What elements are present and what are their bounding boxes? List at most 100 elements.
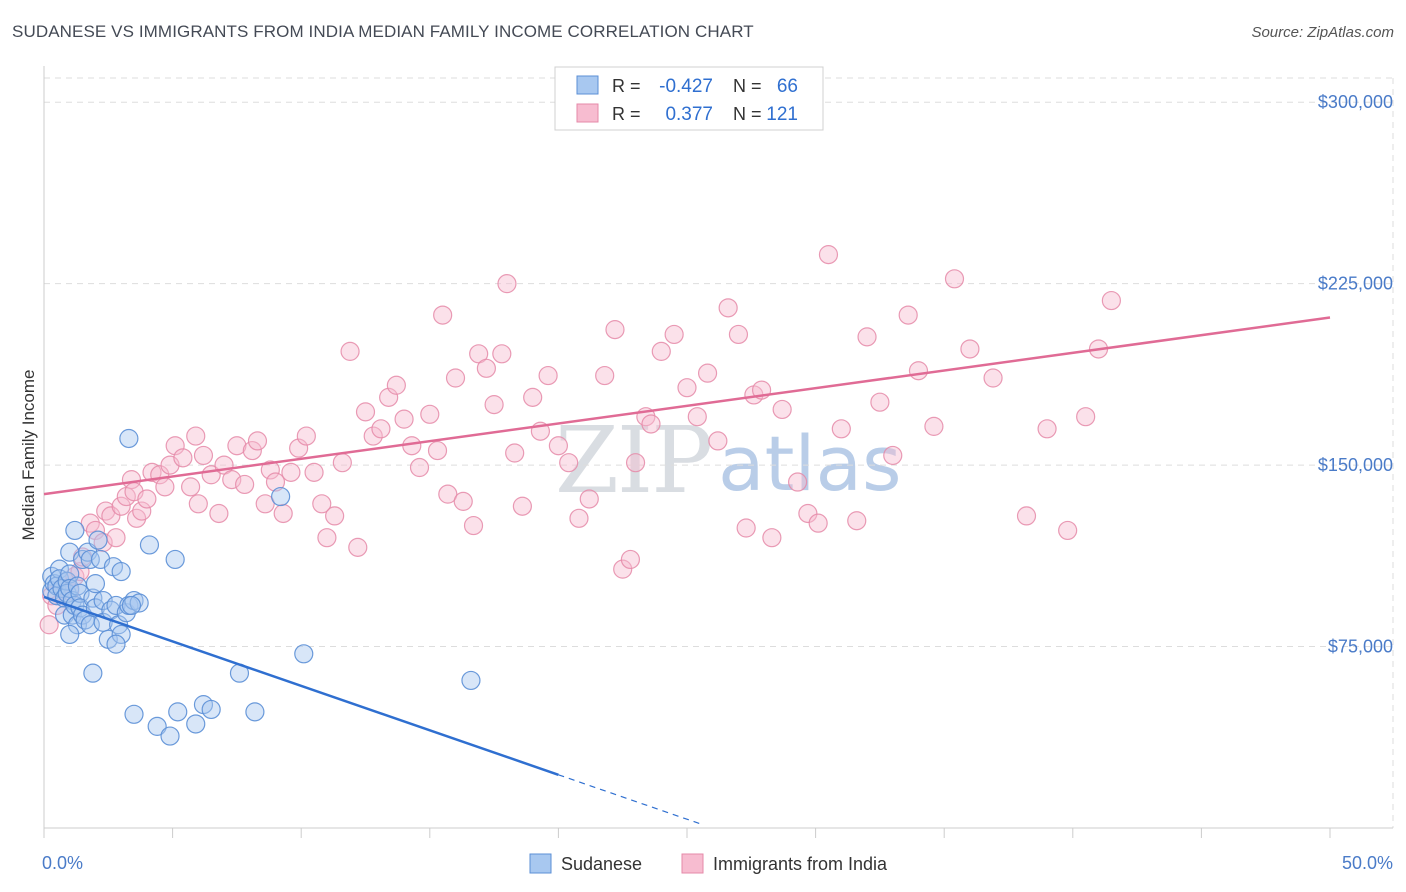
india-point-71 xyxy=(484,395,504,415)
india-point-113 xyxy=(908,361,929,381)
india-point-33 xyxy=(209,503,229,524)
india-point-101 xyxy=(762,528,782,548)
india-point-86 xyxy=(620,549,641,570)
india-point-92 xyxy=(677,378,697,398)
india-point-96 xyxy=(718,298,738,318)
sudanese-point-22 xyxy=(70,598,90,618)
india-point-55 xyxy=(363,426,383,446)
india-point-98 xyxy=(736,518,756,538)
india-point-29 xyxy=(186,426,206,446)
india-point-43 xyxy=(273,503,293,524)
sudanese-point-32 xyxy=(88,530,108,550)
sudanese-point-62 xyxy=(271,486,291,507)
legend-n-value-india: 121 xyxy=(766,104,798,125)
sudanese-point-64 xyxy=(461,670,481,691)
india-point-62 xyxy=(420,404,440,424)
y-tick-labels: $75,000 $150,000 $225,000 $300,000 xyxy=(1318,92,1393,656)
india-point-48 xyxy=(312,494,332,514)
series-legend: Sudanese Immigrants from India xyxy=(529,853,888,874)
india-point-97 xyxy=(728,324,749,345)
india-point-114 xyxy=(924,416,944,436)
india-point-117 xyxy=(983,368,1003,388)
india-point-105 xyxy=(808,513,828,533)
india-point-46 xyxy=(296,426,316,446)
india-point-28 xyxy=(181,477,201,497)
india-point-85 xyxy=(613,559,633,579)
india-point-40 xyxy=(255,494,275,514)
sudanese-point-21 xyxy=(70,583,90,603)
india-point-104 xyxy=(798,503,818,524)
india-point-93 xyxy=(687,407,707,427)
india-point-58 xyxy=(386,375,406,395)
india-point-15 xyxy=(111,496,131,516)
sudanese-point-53 xyxy=(168,702,188,722)
sudanese-point-63 xyxy=(294,644,314,664)
sudanese-point-13 xyxy=(60,564,80,584)
india-point-106 xyxy=(818,245,839,265)
legend-swatch-sudanese xyxy=(576,75,599,95)
india-point-115 xyxy=(944,269,965,289)
india-point-66 xyxy=(445,368,466,388)
india-point-87 xyxy=(625,453,646,473)
india-point-121 xyxy=(1076,407,1096,427)
india-point-20 xyxy=(132,501,152,521)
india-point-24 xyxy=(155,477,175,497)
india-point-13 xyxy=(101,506,121,526)
india-point-102 xyxy=(772,399,792,420)
sudanese-point-65 xyxy=(121,595,142,616)
india-point-109 xyxy=(857,327,877,347)
bottom-legend-label-sudanese: Sudanese xyxy=(561,854,642,874)
india-point-38 xyxy=(242,440,262,461)
bottom-legend-swatch-sudanese xyxy=(529,853,552,874)
india-point-53 xyxy=(348,537,368,557)
india-point-41 xyxy=(260,460,280,480)
sudanese-point-46 xyxy=(129,593,149,613)
sudanese-point-17 xyxy=(65,520,85,541)
india-point-59 xyxy=(394,409,414,429)
correlation-legend: R = -0.427 N = 66 R = 0.377 N = 121 xyxy=(554,66,824,131)
sudanese-point-59 xyxy=(119,428,139,449)
india-point-44 xyxy=(281,462,301,482)
india-point-116 xyxy=(960,339,980,359)
trend-line-india xyxy=(43,316,1331,496)
watermark-zip: ZIP xyxy=(555,407,711,514)
india-point-112 xyxy=(898,305,918,325)
india-point-61 xyxy=(409,457,430,478)
legend-n-label-india: N = xyxy=(733,104,762,124)
india-point-83 xyxy=(595,365,615,386)
trend-line-sudanese xyxy=(43,595,559,776)
sudanese-point-34 xyxy=(93,590,113,611)
india-point-78 xyxy=(538,365,558,386)
india-point-39 xyxy=(247,431,268,451)
chart-title: SUDANESE VS IMMIGRANTS FROM INDIA MEDIAN… xyxy=(12,22,754,41)
india-point-31 xyxy=(193,445,214,466)
india-point-21 xyxy=(137,489,157,509)
legend-n-value-sudanese: 66 xyxy=(777,76,798,97)
trend-lines xyxy=(43,316,1331,825)
india-point-63 xyxy=(427,440,448,461)
series-sudanese-points xyxy=(42,428,481,746)
series-india-points xyxy=(39,245,1121,635)
sudanese-point-49 xyxy=(106,634,126,654)
india-point-73 xyxy=(497,274,517,294)
india-point-64 xyxy=(433,305,453,325)
sudanese-point-52 xyxy=(160,726,180,746)
sudanese-point-42 xyxy=(111,561,131,582)
india-point-72 xyxy=(492,344,512,364)
india-point-120 xyxy=(1058,520,1078,541)
india-point-80 xyxy=(559,453,579,473)
india-point-22 xyxy=(142,462,162,482)
bottom-legend-label-india: Immigrants from India xyxy=(713,854,888,874)
india-point-65 xyxy=(438,484,458,504)
india-point-84 xyxy=(605,320,625,340)
sudanese-point-5 xyxy=(49,559,70,579)
india-point-76 xyxy=(523,387,543,407)
y-tick-label-1: $150,000 xyxy=(1318,455,1393,475)
india-point-14 xyxy=(106,528,126,548)
sudanese-point-51 xyxy=(147,716,167,736)
india-point-90 xyxy=(651,341,671,361)
sudanese-point-48 xyxy=(83,663,103,683)
trend-line-sudanese-extension xyxy=(558,774,701,825)
axes xyxy=(43,66,1393,838)
